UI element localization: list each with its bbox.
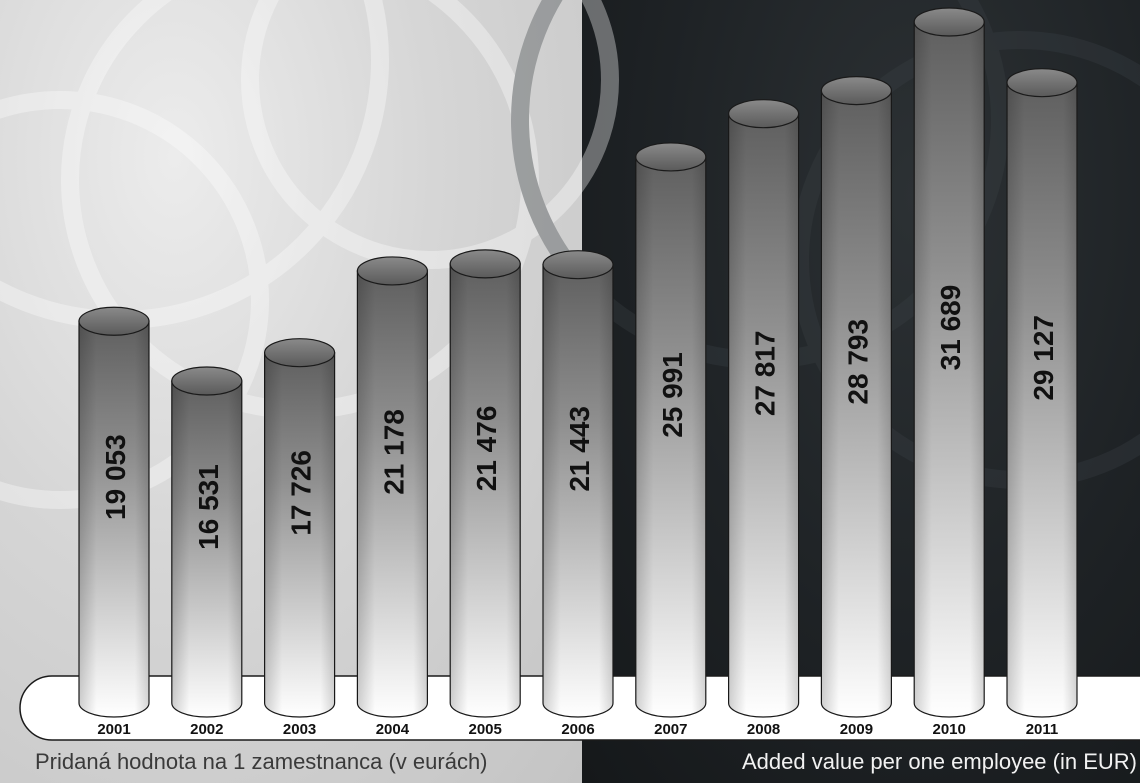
bar: 17 726 bbox=[264, 338, 336, 718]
bar-value-label: 21 443 bbox=[564, 406, 595, 492]
bar-shading bbox=[728, 113, 799, 717]
bar-value-label: 21 178 bbox=[378, 409, 409, 495]
bar-value-label: 16 531 bbox=[193, 464, 224, 550]
year-tick-label: 2008 bbox=[747, 721, 780, 738]
bar: 21 476 bbox=[449, 249, 521, 718]
bar: 27 817 bbox=[727, 99, 800, 718]
bar: 28 793 bbox=[820, 75, 893, 718]
bar: 21 443 bbox=[542, 250, 614, 718]
bar: 31 689 bbox=[913, 7, 985, 718]
year-tick-label: 2003 bbox=[283, 721, 316, 738]
bar: 16 531 bbox=[171, 366, 243, 718]
bar: 29 127 bbox=[1006, 68, 1078, 718]
bar-value-label: 28 793 bbox=[842, 319, 873, 405]
year-tick-label: 2007 bbox=[654, 721, 687, 738]
bar-shading bbox=[171, 381, 242, 717]
year-tick-label: 2002 bbox=[190, 721, 223, 738]
bar-top bbox=[542, 250, 614, 280]
bar-top bbox=[913, 7, 985, 37]
bar-value-label: 25 991 bbox=[657, 352, 688, 438]
bar-top bbox=[1006, 68, 1078, 98]
bar-shading bbox=[450, 263, 521, 717]
bar: 19 053 bbox=[78, 306, 150, 718]
bar: 25 991 bbox=[635, 142, 707, 718]
year-tick-label: 2005 bbox=[469, 721, 502, 738]
bar-top bbox=[171, 366, 243, 396]
year-tick-label: 2011 bbox=[1026, 721, 1059, 738]
bar-value-label: 27 817 bbox=[750, 331, 781, 417]
bar-shading bbox=[264, 352, 335, 717]
bar-value-label: 29 127 bbox=[1028, 315, 1059, 401]
year-tick-label: 2010 bbox=[933, 721, 966, 738]
bar-shading bbox=[357, 270, 428, 717]
bar-top bbox=[449, 249, 521, 279]
bar-shading bbox=[821, 90, 892, 717]
bar-shading bbox=[635, 156, 706, 717]
year-tick-label: 2006 bbox=[561, 721, 594, 738]
bar-top bbox=[820, 75, 893, 106]
bar-value-label: 31 689 bbox=[935, 285, 966, 371]
bar-shading bbox=[1007, 82, 1077, 718]
bar-top bbox=[264, 338, 336, 368]
bar-top bbox=[635, 142, 707, 172]
bar-top bbox=[78, 306, 150, 336]
bar-value-label: 19 053 bbox=[100, 434, 131, 520]
bar-value-label: 17 726 bbox=[286, 450, 317, 536]
bar: 21 178 bbox=[356, 256, 428, 718]
year-tick-label: 2001 bbox=[97, 721, 130, 738]
caption-slovak: Pridaná hodnota na 1 zamestnanca (v eurá… bbox=[35, 749, 488, 774]
year-tick-label: 2004 bbox=[376, 721, 410, 738]
year-tick-label: 2009 bbox=[840, 721, 873, 738]
bar-value-label: 21 476 bbox=[471, 406, 502, 492]
caption-english: Added value per one employee (in EUR) bbox=[741, 749, 1137, 774]
bar-shading bbox=[914, 22, 985, 717]
bar-top bbox=[727, 99, 800, 129]
bar-top bbox=[356, 256, 428, 286]
bar-shading bbox=[543, 264, 613, 717]
bar-shading bbox=[79, 321, 149, 717]
